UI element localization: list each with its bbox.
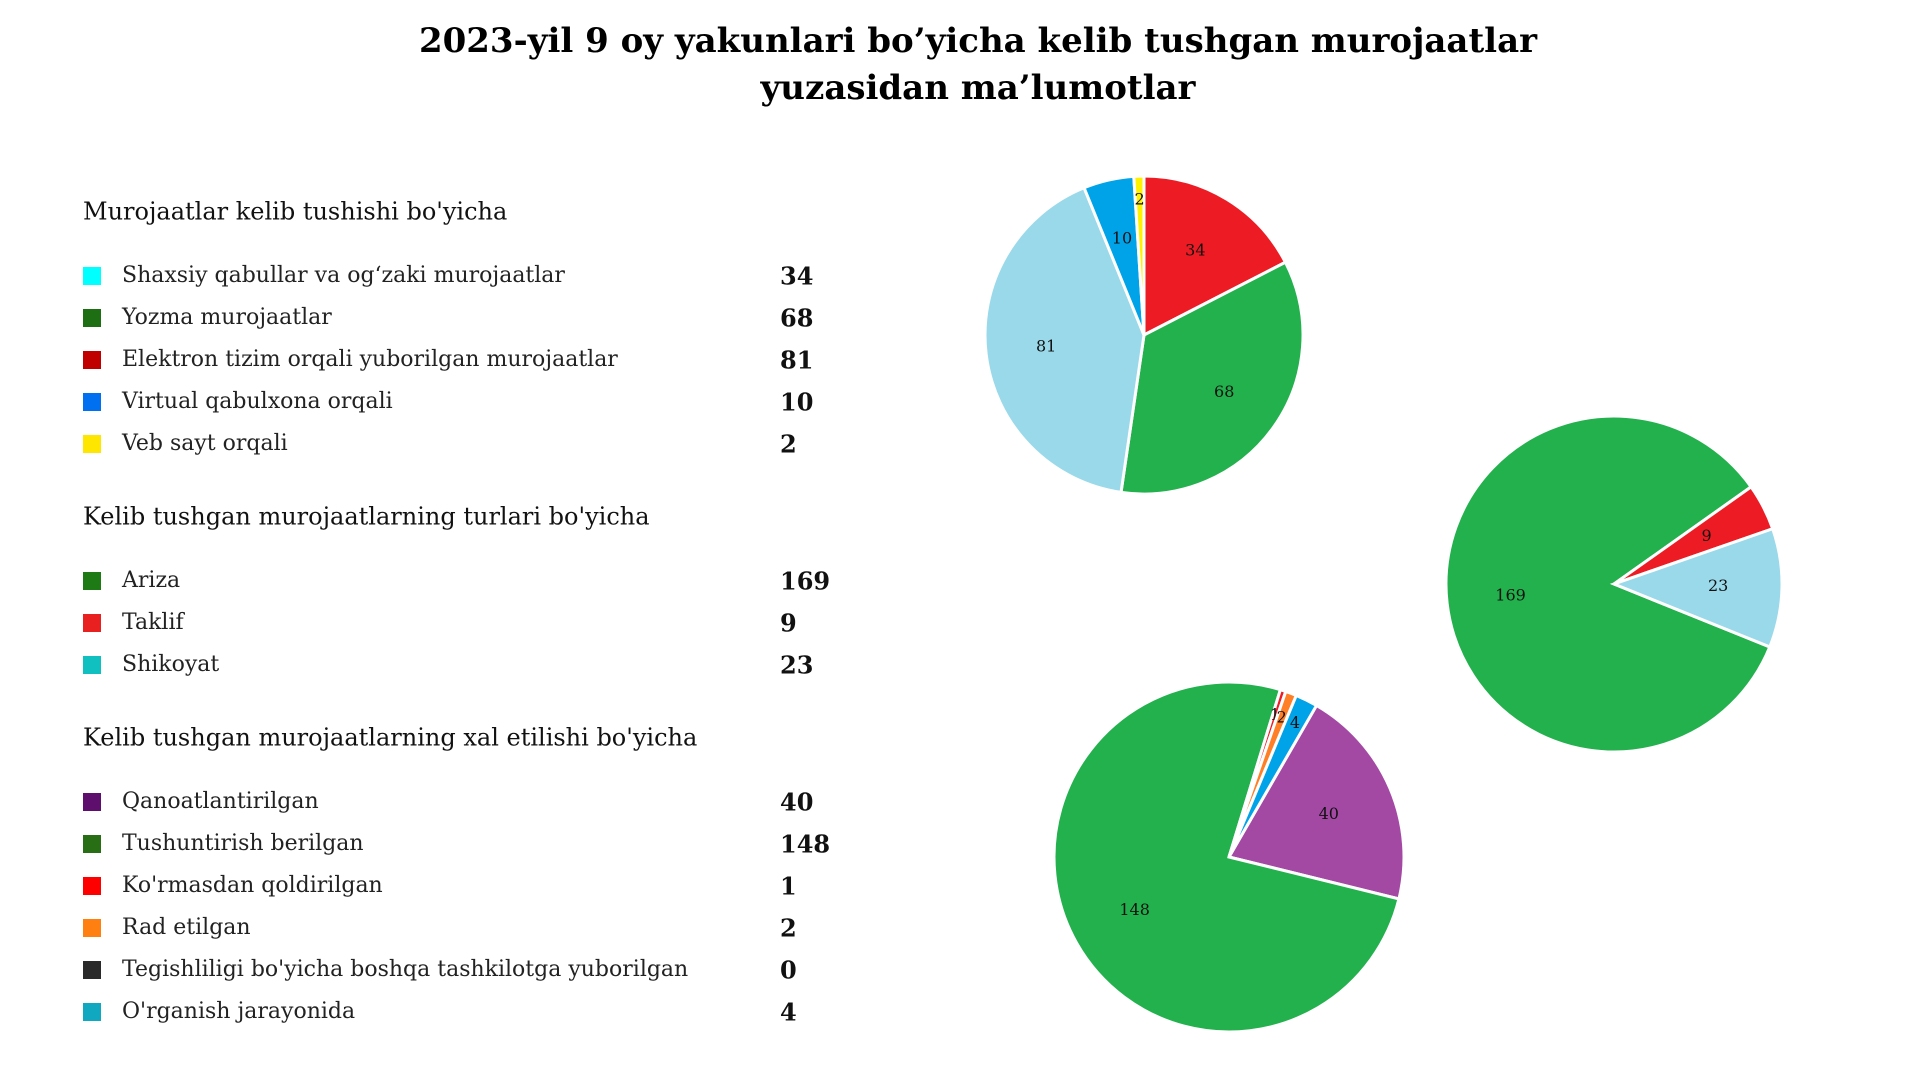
pie-slice bbox=[1609, 526, 1784, 649]
pie-slice bbox=[983, 185, 1146, 495]
legend-label: Rad etilgan bbox=[122, 915, 251, 940]
pie-slice bbox=[1142, 174, 1288, 338]
legend-label: Veb sayt orqali bbox=[121, 431, 288, 456]
legend-label: Shaxsiy qabullar va og‘zaki murojaatlar bbox=[122, 263, 565, 288]
slice-label: 4 bbox=[1290, 713, 1300, 732]
slice-label: 81 bbox=[1036, 336, 1056, 355]
legend-swatch bbox=[83, 435, 101, 453]
slice-label: 9 bbox=[1702, 526, 1712, 545]
legend-swatch bbox=[83, 835, 101, 853]
legend-value: 4 bbox=[780, 998, 797, 1027]
section-heading: Kelib tushgan murojaatlarning turlari bo… bbox=[83, 503, 650, 531]
slice-label: 148 bbox=[1119, 900, 1150, 919]
legend-swatch bbox=[83, 267, 101, 285]
slice-label: 2 bbox=[1277, 707, 1287, 726]
legend-label: Yozma murojaatlar bbox=[121, 305, 332, 330]
slice-label: 40 bbox=[1319, 804, 1339, 823]
legend-value: 2 bbox=[780, 914, 797, 943]
legend-label: Virtual qabulxona orqali bbox=[121, 389, 393, 414]
pie-slice bbox=[1227, 693, 1319, 858]
legend-value: 1 bbox=[780, 872, 797, 901]
section-heading: Kelib tushgan murojaatlarning xal etilis… bbox=[83, 724, 697, 752]
legend-value: 81 bbox=[780, 346, 813, 375]
legend-label: Ariza bbox=[121, 568, 180, 593]
pie-slice bbox=[1444, 414, 1772, 754]
legend-label: Tegishliligi bo'yicha boshqa tashkilotga… bbox=[122, 957, 688, 982]
legend-value: 169 bbox=[780, 567, 830, 596]
legend-swatch bbox=[83, 614, 101, 632]
section-heading: Murojaatlar kelib tushishi bo'yicha bbox=[83, 198, 507, 226]
title-line: yuzasidan ma’lumotlar bbox=[760, 68, 1197, 108]
legend-value: 34 bbox=[780, 262, 813, 291]
legend-swatch bbox=[83, 351, 101, 369]
pie-slice bbox=[1226, 703, 1406, 901]
pie-slice bbox=[1132, 174, 1146, 336]
pie-slice bbox=[1052, 680, 1401, 1034]
legend-value: 9 bbox=[780, 609, 797, 638]
slice-label: 2 bbox=[1135, 189, 1145, 208]
legend-label: Tushuntirish berilgan bbox=[122, 831, 364, 856]
slice-label: 68 bbox=[1214, 382, 1234, 401]
title-line: 2023-yil 9 oy yakunlari bo’yicha kelib t… bbox=[419, 21, 1538, 61]
legend-swatch bbox=[83, 1003, 101, 1021]
legend-swatch bbox=[83, 656, 101, 674]
slice-label: 1 bbox=[1270, 705, 1280, 724]
slice-label: 23 bbox=[1708, 576, 1728, 595]
legend-value: 2 bbox=[780, 430, 797, 459]
legend-swatch bbox=[83, 961, 101, 979]
legend-value: 68 bbox=[780, 304, 813, 333]
legend-label: Shikoyat bbox=[122, 652, 219, 677]
legend-swatch bbox=[83, 919, 101, 937]
legend-value: 148 bbox=[780, 830, 830, 859]
legend-label: Taklif bbox=[122, 610, 185, 635]
slice-label: 169 bbox=[1495, 586, 1526, 605]
legend-label: Elektron tizim orqali yuborilgan murojaa… bbox=[122, 347, 618, 372]
legend-value: 23 bbox=[780, 651, 813, 680]
legend-swatch bbox=[83, 572, 101, 590]
legend-value: 10 bbox=[780, 388, 813, 417]
legend-swatch bbox=[83, 877, 101, 895]
pie-slice bbox=[1119, 260, 1305, 496]
slice-label: 10 bbox=[1112, 228, 1132, 247]
legend-label: Qanoatlantirilgan bbox=[122, 789, 319, 814]
legend-value: 0 bbox=[780, 956, 797, 985]
slice-label: 34 bbox=[1185, 240, 1205, 259]
legend-label: O'rganish jarayonida bbox=[122, 999, 355, 1024]
legend-label: Ko'rmasdan qoldirilgan bbox=[122, 873, 383, 898]
legend-swatch bbox=[83, 309, 101, 327]
legend-value: 40 bbox=[780, 788, 813, 817]
legend-swatch bbox=[83, 793, 101, 811]
legend-swatch bbox=[83, 393, 101, 411]
